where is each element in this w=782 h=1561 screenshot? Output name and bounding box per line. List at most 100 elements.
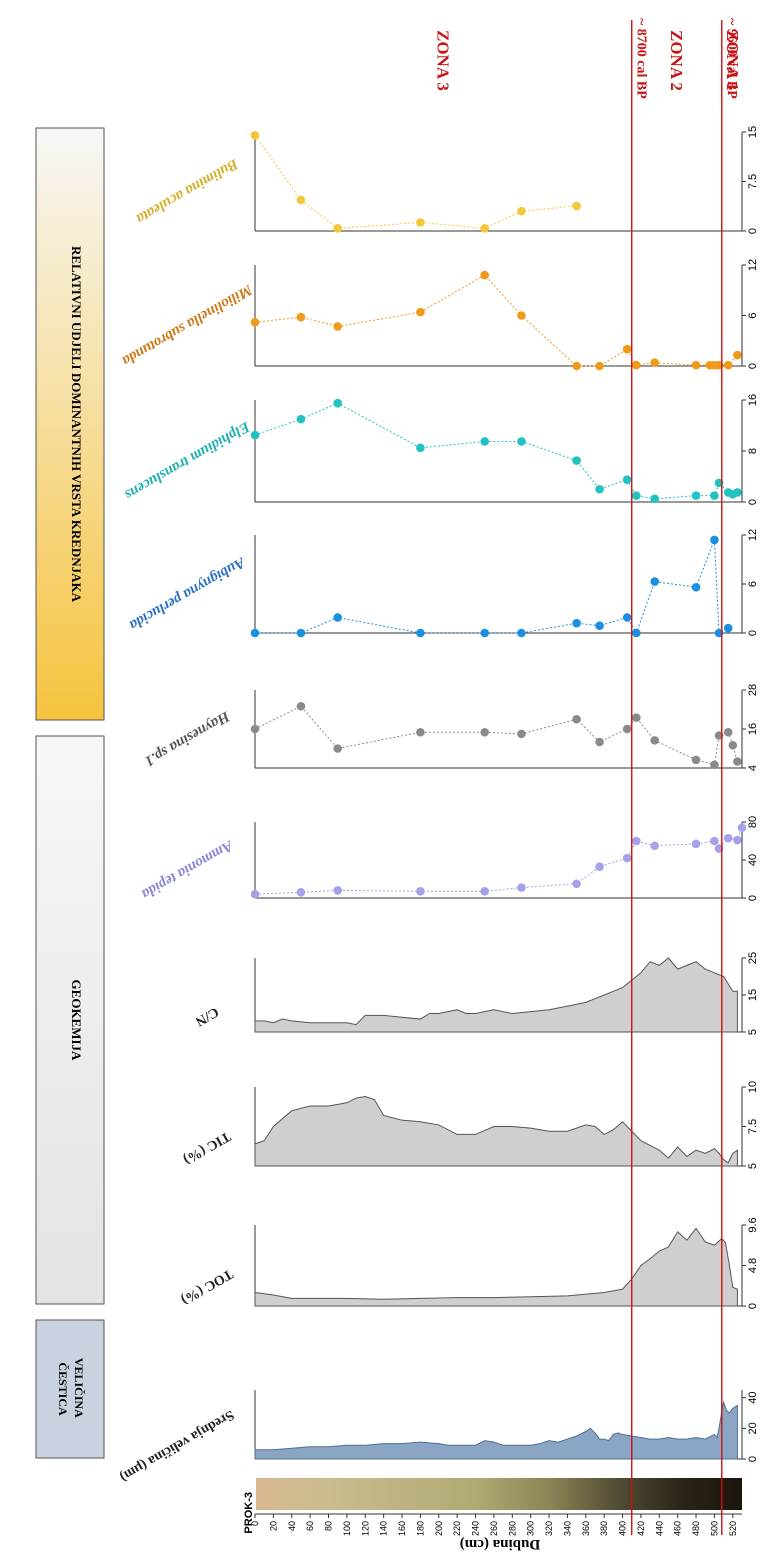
data-point [723, 623, 733, 633]
depth-tick-label: 40 [287, 1521, 297, 1531]
data-point [650, 841, 660, 851]
depth-tick-label: 460 [673, 1521, 683, 1536]
depth-tick-label: 320 [544, 1521, 554, 1536]
data-point [650, 358, 660, 367]
value-tick-label: 15 [747, 989, 759, 1001]
panel-title: Elphidium translucens [122, 418, 253, 503]
data-point [250, 628, 260, 638]
data-point [733, 350, 742, 360]
data-point [250, 430, 260, 440]
data-point [416, 628, 425, 638]
data-point [480, 270, 490, 280]
data-point [650, 494, 660, 504]
value-tick-label: 0 [747, 228, 759, 234]
depth-tick-label: 440 [654, 1521, 664, 1536]
data-point [691, 360, 701, 370]
data-point [517, 206, 526, 216]
data-point [622, 344, 632, 354]
data-point [296, 888, 306, 897]
panel-title: Haynesina sp.1 [142, 707, 233, 769]
value-tick-label: 25 [747, 952, 759, 964]
zone-label: ZONA 3 [433, 30, 452, 91]
data-point [333, 744, 342, 753]
value-tick-label: 80 [747, 816, 759, 828]
data-point [733, 757, 742, 766]
data-point [250, 889, 260, 899]
data-point [517, 628, 526, 638]
value-tick-label: 16 [747, 394, 759, 406]
data-point [691, 755, 701, 765]
data-point [723, 360, 733, 370]
depth-tick-label: 60 [305, 1521, 315, 1531]
data-point [691, 582, 701, 592]
data-point [333, 886, 342, 895]
chart-panel: 0 6 12 Miliolinella subrotunda [119, 259, 759, 371]
data-point [728, 740, 738, 750]
depth-tick-label: 300 [526, 1521, 536, 1536]
area-series [254, 957, 738, 1033]
value-tick-label: 12 [747, 259, 759, 271]
zone-boundary-label: ~ 9600 cal BP [724, 18, 739, 99]
value-tick-label: 8 [747, 448, 759, 454]
value-tick-label: 7.5 [747, 174, 759, 189]
series-line [255, 539, 729, 635]
data-point [650, 577, 660, 586]
series-line [254, 402, 738, 500]
data-point [517, 883, 526, 892]
depth-tick-label: 360 [581, 1521, 591, 1536]
data-point [296, 312, 306, 322]
value-tick-label: 40 [747, 1392, 759, 1404]
value-tick-label: 4.8 [747, 1258, 759, 1273]
area-series [254, 1400, 738, 1460]
value-tick-label: 40 [747, 854, 759, 866]
data-point [572, 456, 581, 465]
data-point [250, 317, 260, 327]
value-tick-label: 5 [747, 1029, 759, 1035]
depth-tick-label: 420 [636, 1521, 646, 1536]
data-point [333, 398, 342, 408]
area-series [254, 1095, 738, 1167]
value-tick-label: 20 [747, 1422, 759, 1434]
depth-tick-label: 220 [452, 1521, 462, 1536]
value-tick-label: 0 [747, 1456, 759, 1462]
section-fauna-box: RELATIVNI UDJELI DOMINANTNIH VRSTA KREDN… [35, 127, 105, 721]
chart-panel: 0 4.8 9.6 TOC (%) [178, 1217, 759, 1309]
data-point [572, 714, 581, 724]
data-point [632, 491, 641, 500]
depth-tick-label: 400 [618, 1521, 628, 1536]
section-fauna-title: RELATIVNI UDJELI DOMINANTNIH VRSTA KREDN… [69, 246, 84, 603]
zone-boundary-label: ~ 8700 cal BP [634, 18, 649, 99]
data-point [517, 729, 526, 739]
section-geochem-title: GEOKEMIJA [69, 980, 84, 1062]
data-point [710, 836, 719, 846]
depth-tick-label: 380 [599, 1521, 609, 1536]
data-point [416, 307, 425, 317]
data-point [416, 887, 425, 896]
panel-title: C/N [193, 1004, 221, 1029]
value-tick-label: 6 [747, 581, 759, 587]
value-tick-label: 16 [747, 723, 759, 735]
depth-tick-label: 160 [397, 1521, 407, 1536]
panel-title: TOC (%) [178, 1266, 235, 1308]
data-point [595, 484, 604, 494]
data-point [691, 491, 701, 500]
depth-tick-label: 500 [709, 1521, 719, 1536]
data-point [480, 628, 490, 638]
data-point [296, 414, 306, 424]
data-point [480, 437, 490, 446]
data-point [250, 131, 260, 140]
section-grain-title: VELIČINA ČESTICA [56, 1358, 86, 1420]
data-point [296, 701, 306, 711]
data-point [632, 628, 641, 638]
data-point [296, 195, 306, 205]
zone-overlay: ~ 8700 cal BP ~ 9600 cal BP ZONA 3 ZONA 2 ZO… [433, 18, 742, 1535]
depth-tick-label: 260 [489, 1521, 499, 1536]
data-point [622, 613, 632, 622]
data-point [480, 727, 490, 737]
data-point [733, 488, 742, 497]
panel-title: Srednja veličina (µm) [117, 1407, 237, 1485]
depth-tick-label: 480 [691, 1521, 701, 1536]
panel-title: Ammonia tepida [138, 837, 236, 903]
depth-tick-label: 20 [268, 1521, 278, 1531]
